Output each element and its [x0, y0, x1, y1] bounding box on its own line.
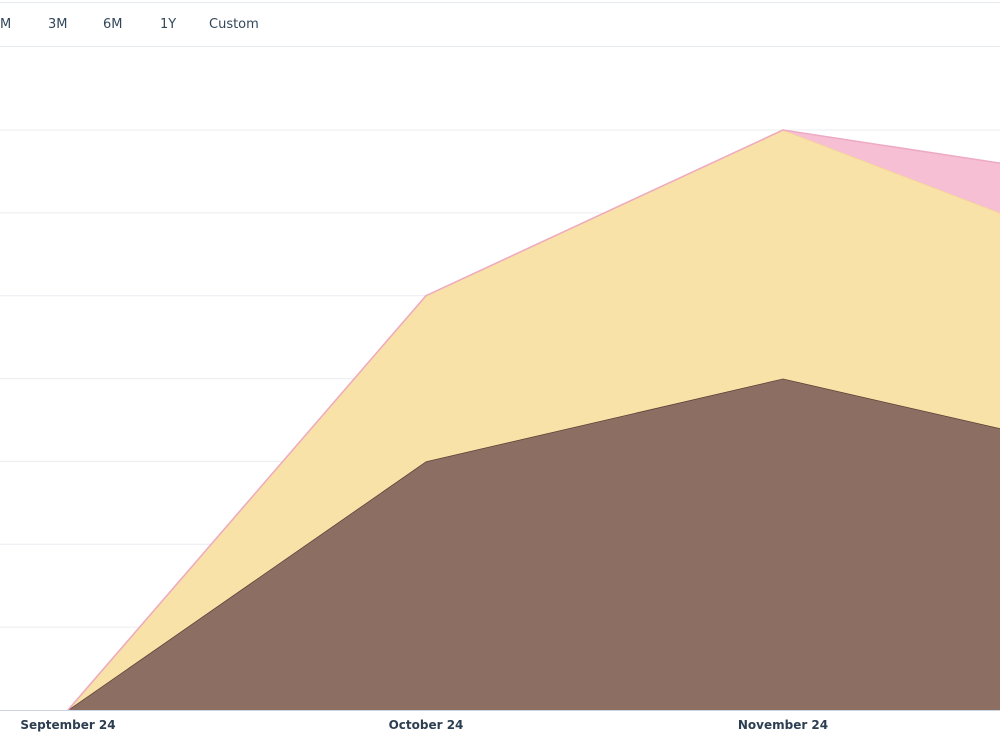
area-series-yellow [68, 130, 1000, 710]
area-series-brown [68, 378, 1000, 710]
range-option-3m[interactable]: 3M [48, 17, 68, 32]
area-series [67, 129, 1000, 711]
x-tick-label: October 24 [389, 718, 464, 732]
x-axis: September 24 October 24 November 24 [0, 710, 1000, 732]
range-option-1m[interactable]: M [0, 17, 12, 32]
date-range-selector: M 3M 6M 1Y Custom [0, 3, 1000, 47]
area-series-pink-line [67, 129, 1000, 711]
top-divider [0, 2, 1000, 3]
range-option-6m[interactable]: 6M [103, 17, 123, 32]
range-option-custom[interactable]: Custom [209, 17, 259, 32]
range-option-1y[interactable]: 1Y [160, 17, 177, 32]
x-tick-label: September 24 [20, 718, 115, 732]
x-tick-label: November 24 [738, 718, 828, 732]
